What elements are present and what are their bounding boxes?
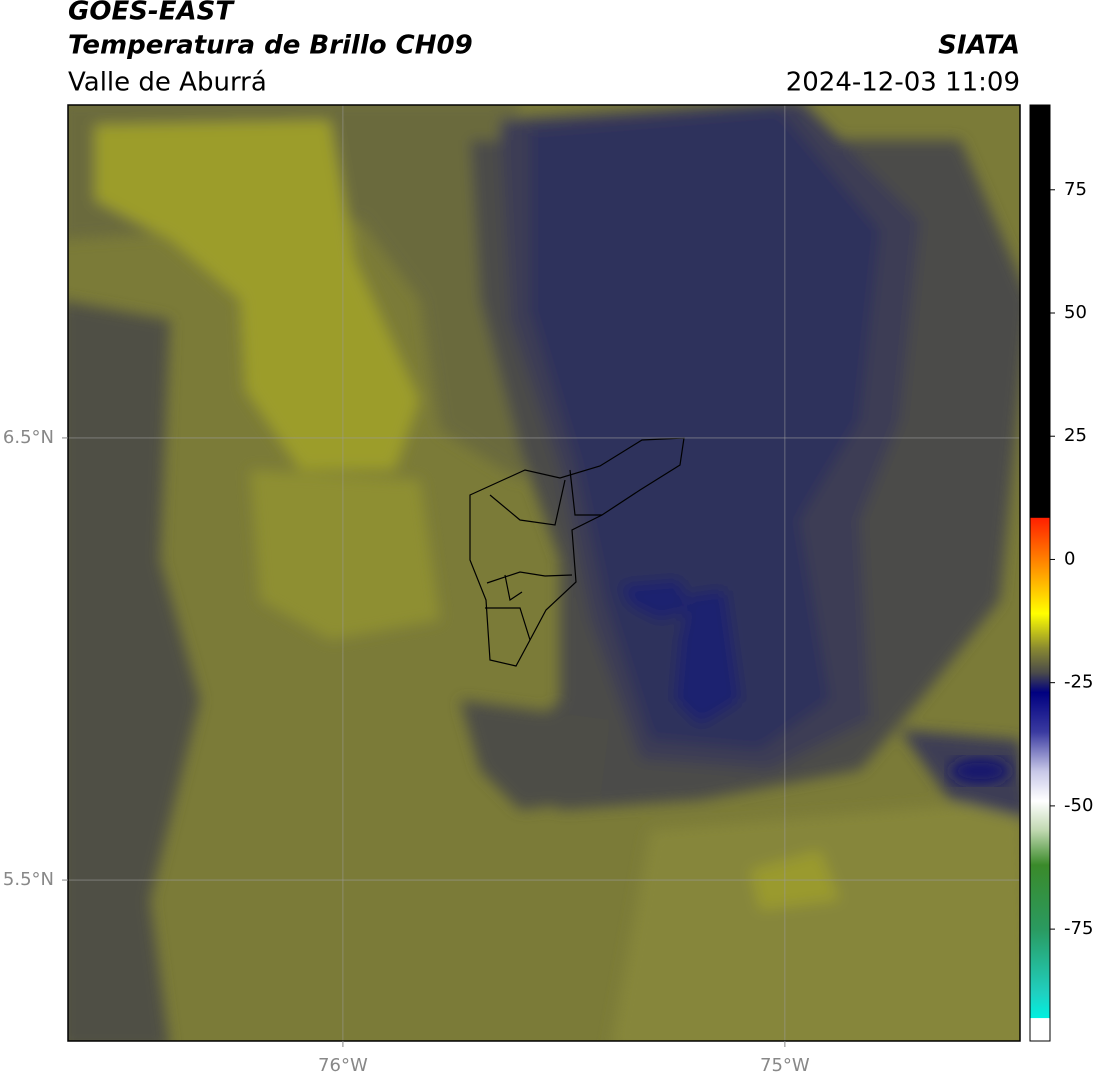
region: Valle de Aburrá [68, 68, 267, 98]
x-tick-label: 76°W [318, 1055, 368, 1076]
colorbar-tick-label: 75 [1064, 179, 1087, 200]
municipal-boundaries [469, 437, 685, 667]
x-tick-label: 75°W [760, 1055, 810, 1076]
y-tick-label: 5.5°N [3, 869, 54, 890]
colorbar-tick-label: -50 [1064, 795, 1093, 816]
colorbar [1029, 104, 1051, 1042]
colorbar-tick-label: -75 [1064, 918, 1093, 939]
colorbar-tick-label: 25 [1064, 425, 1087, 446]
colorbar-tick-label: 50 [1064, 302, 1087, 323]
y-tick-label: 6.5°N [3, 427, 54, 448]
map-frame [67, 104, 1021, 1042]
title: GOES-EAST [68, 0, 235, 27]
colorbar-tick-label: 0 [1064, 548, 1075, 569]
subtitle: Temperatura de Brillo CH09 [68, 31, 473, 61]
colorbar-tick-label: -25 [1064, 672, 1093, 693]
satellite-image [68, 105, 1020, 1041]
source: SIATA [938, 31, 1020, 61]
datetime: 2024-12-03 11:09 [786, 68, 1020, 98]
grid [68, 105, 1020, 1041]
